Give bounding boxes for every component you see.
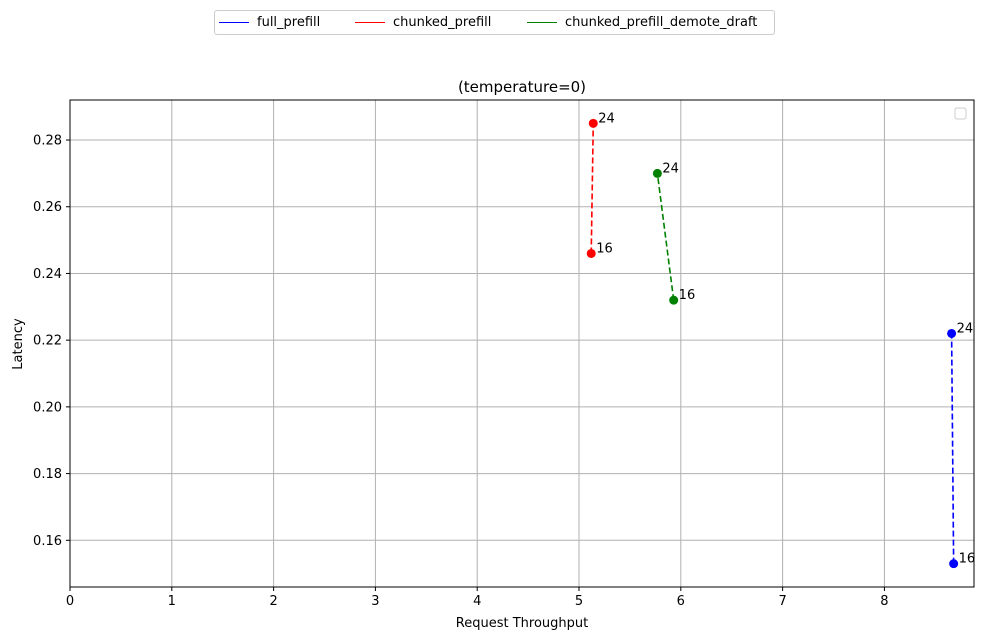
axis-ticks: 0 1 2 3 4 5 6 7 8 0.16 0.18 0.20 0.22 0.24 0.26 0.28 (33, 134, 889, 609)
x-axis-label: Request Throughput (456, 616, 588, 631)
y-tick-label: 0.18 (33, 467, 62, 482)
legend: full_prefill chunked_prefill chunked_pre… (214, 10, 775, 35)
y-tick-label: 0.22 (33, 334, 62, 349)
y-axis-label: Latency (11, 318, 26, 370)
legend-entry-chunked-prefill: chunked_prefill (355, 11, 491, 34)
data-point-chunked-prefill (588, 118, 598, 128)
legend-label-full-prefill: full_prefill (257, 15, 321, 30)
y-tick-label: 0.24 (33, 267, 62, 282)
x-tick-label: 7 (778, 594, 786, 609)
y-tick-label: 0.20 (33, 400, 62, 415)
y-tick-label: 0.26 (33, 200, 62, 215)
data-label-full-prefill: 24 (957, 321, 974, 336)
empty-legend-box (954, 107, 967, 120)
data-label-full-prefill: 16 (959, 552, 976, 567)
legend-entry-full-prefill: full_prefill (219, 11, 320, 34)
chart-title: (temperature=0) (458, 78, 586, 96)
data-point-full-prefill (947, 328, 957, 338)
legend-line-chunked-prefill (355, 22, 385, 23)
series-line-full-prefill (950, 333, 955, 564)
y-tick-label: 0.28 (33, 134, 62, 149)
legend-entry-chunked-prefill-demote-draft: chunked_prefill_demote_draft (527, 11, 757, 34)
legend-label-chunked-prefill: chunked_prefill (393, 15, 492, 30)
data-label-chunked-prefill: 24 (598, 111, 615, 126)
series-layer: 16 24 16 24 16 24 (586, 111, 976, 569)
data-point-full-prefill (949, 559, 959, 569)
data-label-chunked-prefill-demote-draft: 16 (679, 288, 696, 303)
x-tick-label: 1 (168, 594, 176, 609)
data-point-chunked-prefill (586, 248, 596, 258)
x-tick-label: 5 (575, 594, 583, 609)
data-point-chunked-prefill-demote-draft (652, 168, 662, 178)
grid-lines (69, 100, 974, 587)
series-line-chunked-prefill-demote-draft (656, 173, 675, 301)
data-label-chunked-prefill: 16 (596, 241, 613, 256)
legend-line-full-prefill (219, 22, 249, 23)
x-tick-label: 2 (269, 594, 277, 609)
plot-frame (69, 99, 975, 588)
legend-label-chunked-prefill-demote-draft: chunked_prefill_demote_draft (565, 15, 758, 30)
series-line-chunked-prefill (590, 123, 595, 254)
x-tick-label: 4 (473, 594, 481, 609)
x-tick-label: 0 (66, 594, 74, 609)
data-label-chunked-prefill-demote-draft: 24 (662, 161, 679, 176)
legend-line-chunked-prefill-demote-draft (527, 22, 557, 23)
data-point-chunked-prefill-demote-draft (669, 295, 679, 305)
plot-area (70, 100, 974, 587)
x-tick-label: 3 (371, 594, 379, 609)
x-tick-label: 6 (677, 594, 685, 609)
y-tick-label: 0.16 (33, 534, 62, 549)
x-tick-label: 8 (880, 594, 888, 609)
